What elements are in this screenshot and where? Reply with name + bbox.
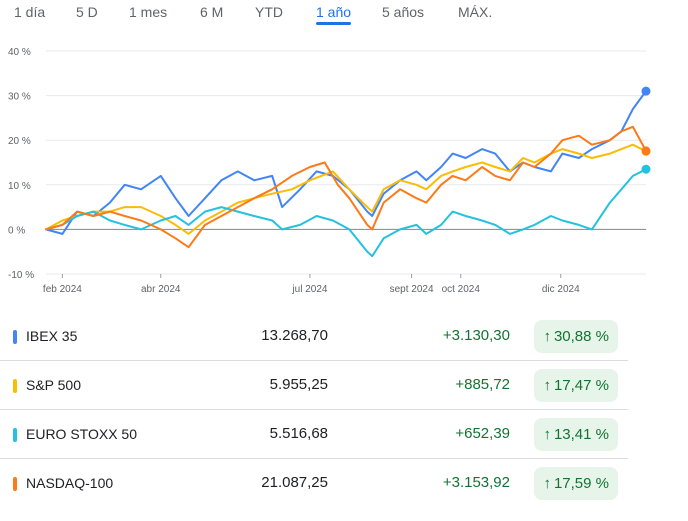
index-name: IBEX 35 [26, 328, 78, 344]
index-row-euro-stoxx-50[interactable]: EURO STOXX 50 5.516,68 +652,39 ↑ 13,41 % [0, 410, 628, 459]
x-tick-label: sept 2024 [390, 284, 434, 295]
y-tick-label: 40 % [8, 47, 31, 58]
index-table: IBEX 35 13.268,70 +3.130,30 ↑ 30,88 % S&P… [0, 312, 628, 508]
series-line [45, 90, 647, 235]
y-axis: 40 % 30 % 20 % 10 % 0 % -10 % [8, 47, 34, 281]
index-name: EURO STOXX 50 [26, 426, 138, 442]
index-change: +3.130,30 [442, 327, 510, 344]
range-tab-1d[interactable]: 1 día [14, 4, 46, 20]
percent-change-badge: ↑ 17,47 % [534, 369, 618, 402]
index-change: +885,72 [455, 376, 510, 393]
y-tick-label: 0 % [8, 225, 25, 236]
index-change: +652,39 [455, 425, 510, 442]
index-name: S&P 500 [26, 377, 82, 393]
range-tab-ytd[interactable]: YTD [255, 4, 283, 20]
series-end-point [641, 164, 651, 174]
series-color-swatch [13, 477, 17, 491]
x-tick-label: jul 2024 [291, 284, 327, 295]
y-tick-label: 30 % [8, 92, 31, 103]
arrow-up-icon: ↑ [543, 328, 551, 345]
series-line [45, 125, 647, 249]
series-end-point [641, 86, 651, 96]
arrow-up-icon: ↑ [543, 377, 551, 394]
index-row-ibex-35[interactable]: IBEX 35 13.268,70 +3.130,30 ↑ 30,88 % [0, 312, 628, 361]
index-price: 5.516,68 [269, 425, 328, 442]
percent-change-badge: ↑ 30,88 % [534, 320, 618, 353]
index-price: 13.268,70 [261, 327, 328, 344]
percent-change-value: 13,41 % [553, 426, 609, 443]
series-color-swatch [13, 379, 17, 393]
series-color-swatch [13, 330, 17, 344]
index-row-sp-500[interactable]: S&P 500 5.955,25 +885,72 ↑ 17,47 % [0, 361, 628, 410]
percent-change-badge: ↑ 13,41 % [534, 418, 618, 451]
index-price: 5.955,25 [269, 376, 328, 393]
series-line [45, 168, 647, 258]
x-tick-label: oct 2024 [442, 284, 481, 295]
range-tab-max[interactable]: MÁX. [458, 4, 493, 20]
range-tabs: 1 día 5 D 1 mes 6 M YTD 1 año 5 años MÁX… [0, 0, 688, 30]
percent-change-value: 17,47 % [553, 377, 609, 394]
arrow-up-icon: ↑ [543, 475, 551, 492]
series-end-point [641, 146, 651, 156]
series-color-swatch [13, 428, 17, 442]
x-tick-label: dic 2024 [542, 284, 580, 295]
x-tick-label: feb 2024 [43, 284, 82, 295]
y-tick-label: 10 % [8, 181, 31, 192]
comparison-chart[interactable]: 40 % 30 % 20 % 10 % 0 % -10 % feb 2024 abr 202… [0, 32, 688, 304]
range-tab-1y[interactable]: 1 año [316, 4, 352, 25]
index-row-nasdaq-100[interactable]: NASDAQ-100 21.087,25 +3.153,92 ↑ 17,59 % [0, 459, 628, 508]
x-tick-label: abr 2024 [141, 284, 181, 295]
y-tick-label: 20 % [8, 136, 31, 147]
chart-series [45, 86, 651, 258]
y-tick-label: -10 % [8, 270, 34, 281]
active-tab-underline [316, 22, 352, 25]
percent-change-badge: ↑ 17,59 % [534, 467, 618, 500]
percent-change-value: 17,59 % [553, 475, 609, 492]
range-tab-5d[interactable]: 5 D [76, 4, 98, 20]
range-tab-5y[interactable]: 5 años [382, 4, 425, 20]
index-price: 21.087,25 [261, 474, 328, 491]
x-axis: feb 2024 abr 2024 jul 2024 sept 2024 oct 202… [43, 274, 580, 295]
percent-change-value: 30,88 % [553, 328, 609, 345]
index-change: +3.153,92 [442, 474, 510, 491]
range-tab-1m[interactable]: 1 mes [129, 4, 168, 20]
index-name: NASDAQ-100 [26, 475, 114, 491]
arrow-up-icon: ↑ [543, 426, 551, 443]
series-line [45, 143, 647, 235]
range-tab-6m[interactable]: 6 M [200, 4, 224, 20]
